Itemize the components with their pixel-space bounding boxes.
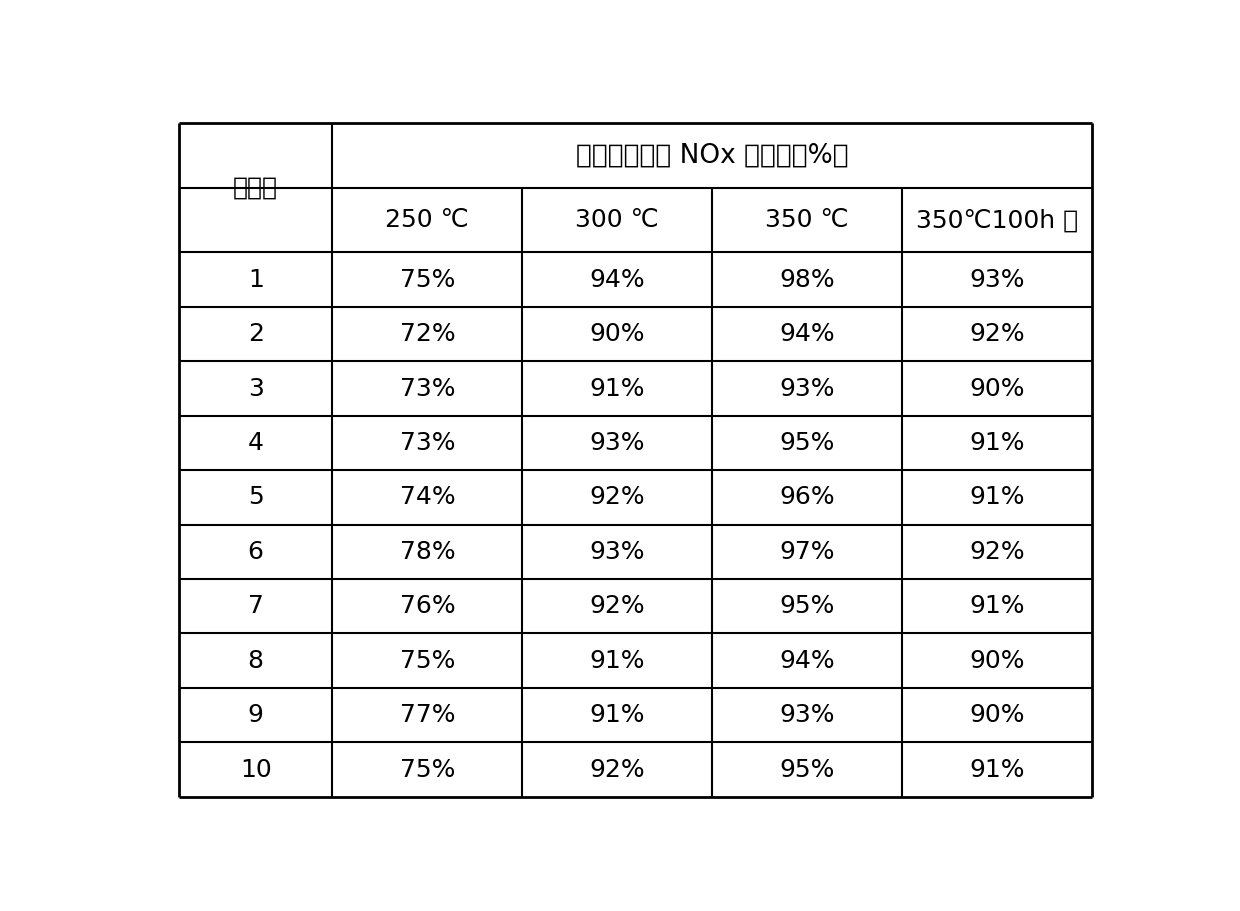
Text: 73%: 73% xyxy=(399,376,455,401)
Text: 10: 10 xyxy=(239,758,272,782)
Text: 250 ℃: 250 ℃ xyxy=(386,208,469,232)
Text: 72%: 72% xyxy=(399,322,455,346)
Text: 91%: 91% xyxy=(589,376,645,401)
Text: 94%: 94% xyxy=(779,322,835,346)
Text: 不同温度下的 NOx 转化率（%）: 不同温度下的 NOx 转化率（%） xyxy=(575,143,848,169)
Text: 93%: 93% xyxy=(780,703,835,727)
Text: 93%: 93% xyxy=(780,376,835,401)
Text: 300 ℃: 300 ℃ xyxy=(575,208,660,232)
Text: 96%: 96% xyxy=(779,486,835,509)
Text: 92%: 92% xyxy=(970,322,1024,346)
Text: 94%: 94% xyxy=(779,649,835,672)
Text: 91%: 91% xyxy=(970,486,1024,509)
Text: 98%: 98% xyxy=(779,268,835,292)
Text: 90%: 90% xyxy=(970,649,1024,672)
Text: 4: 4 xyxy=(248,431,264,455)
Text: 95%: 95% xyxy=(780,431,835,455)
Text: 92%: 92% xyxy=(589,758,645,782)
Text: 350 ℃: 350 ℃ xyxy=(765,208,849,232)
Text: 实施例: 实施例 xyxy=(233,176,278,200)
Text: 90%: 90% xyxy=(589,322,645,346)
Text: 95%: 95% xyxy=(780,758,835,782)
Text: 75%: 75% xyxy=(399,649,455,672)
Text: 73%: 73% xyxy=(399,431,455,455)
Text: 92%: 92% xyxy=(970,540,1024,564)
Text: 92%: 92% xyxy=(589,486,645,509)
Text: 74%: 74% xyxy=(399,486,455,509)
Text: 78%: 78% xyxy=(399,540,455,564)
Text: 6: 6 xyxy=(248,540,264,564)
Text: 91%: 91% xyxy=(589,703,645,727)
Text: 7: 7 xyxy=(248,594,264,619)
Text: 3: 3 xyxy=(248,376,264,401)
Text: 75%: 75% xyxy=(399,758,455,782)
Text: 77%: 77% xyxy=(399,703,455,727)
Text: 91%: 91% xyxy=(970,594,1024,619)
Text: 91%: 91% xyxy=(970,758,1024,782)
Text: 93%: 93% xyxy=(589,540,645,564)
Text: 93%: 93% xyxy=(589,431,645,455)
Text: 9: 9 xyxy=(248,703,264,727)
Text: 90%: 90% xyxy=(970,703,1024,727)
Text: 95%: 95% xyxy=(780,594,835,619)
Text: 92%: 92% xyxy=(589,594,645,619)
Text: 8: 8 xyxy=(248,649,264,672)
Text: 1: 1 xyxy=(248,268,264,292)
Text: 90%: 90% xyxy=(970,376,1024,401)
Text: 76%: 76% xyxy=(399,594,455,619)
Text: 94%: 94% xyxy=(589,268,645,292)
Text: 75%: 75% xyxy=(399,268,455,292)
Text: 2: 2 xyxy=(248,322,264,346)
Text: 5: 5 xyxy=(248,486,264,509)
Text: 97%: 97% xyxy=(780,540,835,564)
Text: 91%: 91% xyxy=(589,649,645,672)
Text: 350℃100h 后: 350℃100h 后 xyxy=(916,208,1078,232)
Text: 91%: 91% xyxy=(970,431,1024,455)
Text: 93%: 93% xyxy=(970,268,1024,292)
